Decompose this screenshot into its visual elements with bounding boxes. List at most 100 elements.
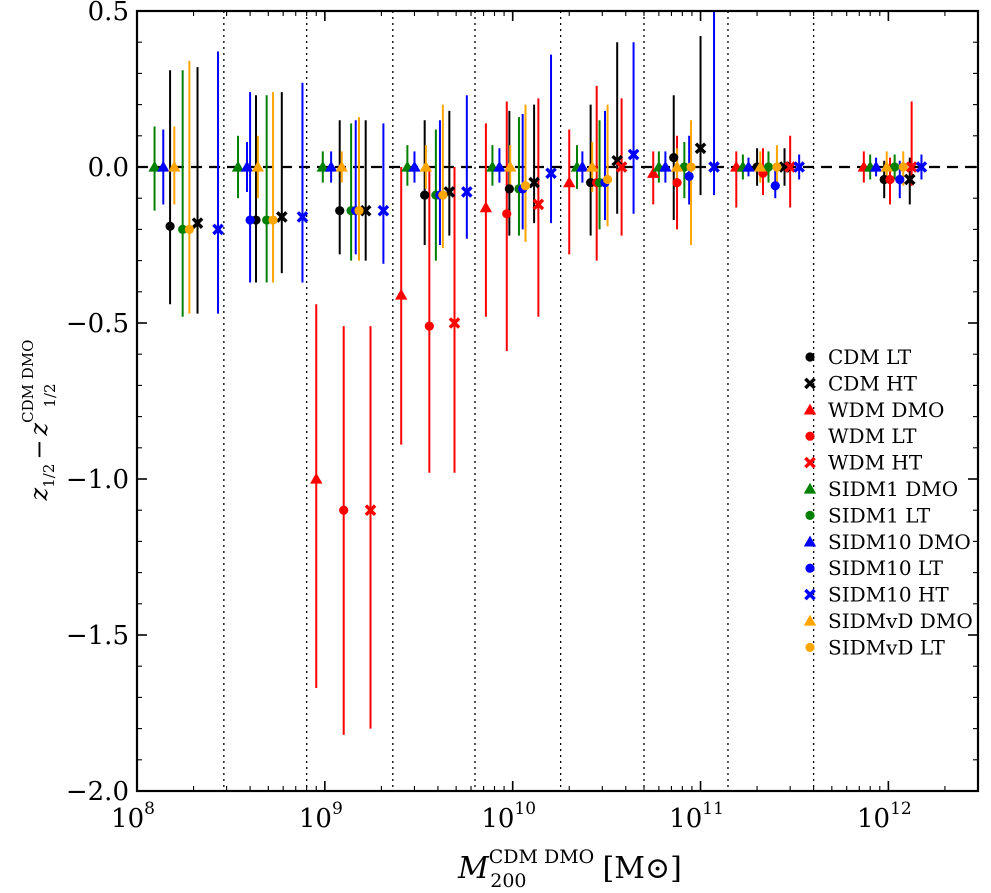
data-point-sidmvd-lt bbox=[354, 206, 364, 216]
data-point-wdm-lt bbox=[424, 321, 434, 331]
data-point-cdm-lt bbox=[504, 184, 514, 194]
data-point-sidm10-ht bbox=[296, 211, 309, 223]
data-point-sidm1-lt bbox=[178, 224, 188, 234]
x-marker-stroke bbox=[528, 176, 540, 189]
legend-label: WDM HT bbox=[828, 451, 923, 475]
data-point-sidmvd-dmo bbox=[504, 160, 517, 172]
data-point-sidm1-dmo bbox=[231, 160, 245, 172]
legend-label: CDM LT bbox=[828, 345, 912, 369]
x-marker-stroke bbox=[611, 154, 623, 167]
x-axis-label: MCDM DMO 200 [M⊙] bbox=[457, 846, 682, 892]
data-point-sidm10-ht bbox=[377, 204, 390, 217]
x-marker-stroke bbox=[784, 161, 796, 173]
data-point-cdm-ht bbox=[694, 142, 707, 155]
data-point-sidm10-ht bbox=[793, 161, 805, 173]
x-marker-stroke bbox=[708, 161, 720, 173]
x-marker-stroke bbox=[694, 142, 707, 155]
data-point-wdm-dmo bbox=[479, 201, 493, 213]
data-point-cdm-ht bbox=[903, 173, 916, 186]
data-point-sidmvd-lt bbox=[898, 162, 908, 172]
x-marker-stroke bbox=[212, 223, 224, 236]
data-point-wdm-ht bbox=[532, 198, 545, 211]
data-point-sidm10-dmo bbox=[493, 160, 506, 172]
data-point-sidm10-dmo bbox=[324, 160, 338, 172]
data-point-sidm10-lt bbox=[770, 181, 780, 191]
data-point-sidm10-dmo bbox=[576, 160, 589, 172]
data-point-cdm-ht bbox=[528, 176, 540, 189]
data-point-wdm-lt bbox=[672, 178, 682, 188]
y-axis-label: z1/2−zCDM DMO 1/2 bbox=[19, 340, 59, 502]
x-marker-stroke bbox=[804, 588, 816, 601]
data-point-sidm1-lt bbox=[262, 215, 272, 225]
data-point-sidmvd-dmo bbox=[419, 160, 433, 172]
data-markers bbox=[148, 142, 928, 517]
x-marker-stroke bbox=[377, 204, 390, 217]
x-marker-stroke bbox=[364, 504, 377, 517]
x-marker-stroke bbox=[545, 167, 557, 180]
x-marker-stroke bbox=[532, 198, 545, 211]
data-point-sidm10-ht bbox=[212, 223, 224, 236]
y-tick-label: −1.5 bbox=[66, 621, 129, 651]
data-point-sidm10-lt bbox=[895, 174, 905, 185]
data-point-sidm1-lt bbox=[763, 162, 774, 172]
x-marker-stroke bbox=[793, 161, 805, 173]
x-marker-stroke bbox=[915, 161, 928, 173]
data-point-sidm10-dmo bbox=[742, 160, 755, 172]
legend-marker bbox=[804, 456, 816, 469]
data-point-sidmvd-lt bbox=[602, 174, 613, 185]
data-point-sidm10-dmo bbox=[240, 160, 254, 172]
data-point-sidm1-lt bbox=[890, 162, 900, 172]
x-marker-stroke bbox=[191, 217, 204, 229]
data-point-sidm10-dmo bbox=[659, 160, 672, 172]
data-point-sidmvd-dmo bbox=[585, 160, 599, 172]
data-point-wdm-ht bbox=[448, 317, 461, 329]
legend-label: SIDM10 DMO bbox=[828, 530, 971, 554]
data-point-cdm-lt bbox=[335, 206, 345, 216]
data-point-sidmvd-dmo bbox=[168, 160, 181, 172]
data-point-sidmvd-dmo bbox=[670, 160, 684, 172]
x-marker-stroke bbox=[615, 161, 628, 173]
data-point-wdm-lt bbox=[339, 505, 349, 515]
x-marker-stroke bbox=[804, 377, 816, 390]
x-marker-stroke bbox=[905, 161, 918, 173]
legend-marker bbox=[805, 431, 815, 441]
data-point-sidm10-ht bbox=[915, 161, 928, 173]
y-tick-label: −1.0 bbox=[66, 465, 129, 495]
data-point-wdm-ht bbox=[784, 161, 796, 173]
data-point-sidmvd-dmo bbox=[251, 160, 265, 172]
legend-label: SIDM10 HT bbox=[828, 583, 949, 607]
data-point-sidm1-dmo bbox=[148, 160, 161, 172]
bin-separators bbox=[223, 11, 815, 791]
data-point-sidm10-ht bbox=[545, 167, 557, 180]
data-point-wdm-lt bbox=[502, 209, 512, 219]
legend-marker bbox=[805, 510, 815, 520]
data-point-wdm-ht bbox=[905, 161, 918, 173]
error-bars bbox=[153, 11, 923, 735]
legend-label: SIDMvD LT bbox=[828, 635, 945, 659]
x-tick-label: 1012 bbox=[857, 799, 912, 834]
x-tick-label: 1010 bbox=[481, 799, 536, 834]
x-marker-stroke bbox=[296, 211, 309, 223]
data-point-wdm-ht bbox=[364, 504, 377, 517]
legend-marker bbox=[803, 614, 817, 626]
data-point-sidm10-dmo bbox=[157, 160, 170, 172]
data-point-cdm-lt bbox=[165, 221, 175, 231]
x-marker-stroke bbox=[275, 211, 288, 223]
legend-label: WDM LT bbox=[828, 424, 917, 448]
data-point-wdm-dmo bbox=[563, 176, 576, 188]
data-point-sidmvd-lt bbox=[184, 224, 194, 234]
data-point-wdm-ht bbox=[615, 161, 628, 173]
legend-marker bbox=[803, 535, 817, 547]
legend-marker bbox=[805, 352, 815, 362]
data-point-sidm10-dmo bbox=[869, 160, 883, 172]
legend-marker bbox=[805, 563, 815, 573]
x-tick-label: 108 bbox=[111, 799, 155, 834]
data-point-sidm10-lt bbox=[684, 171, 694, 181]
data-point-cdm-lt bbox=[420, 190, 430, 200]
data-point-cdm-lt bbox=[669, 153, 679, 163]
data-point-sidm10-ht bbox=[461, 186, 473, 198]
data-point-wdm-dmo bbox=[647, 167, 660, 178]
data-point-sidm1-lt bbox=[679, 162, 689, 172]
data-point-cdm-ht bbox=[359, 204, 372, 217]
